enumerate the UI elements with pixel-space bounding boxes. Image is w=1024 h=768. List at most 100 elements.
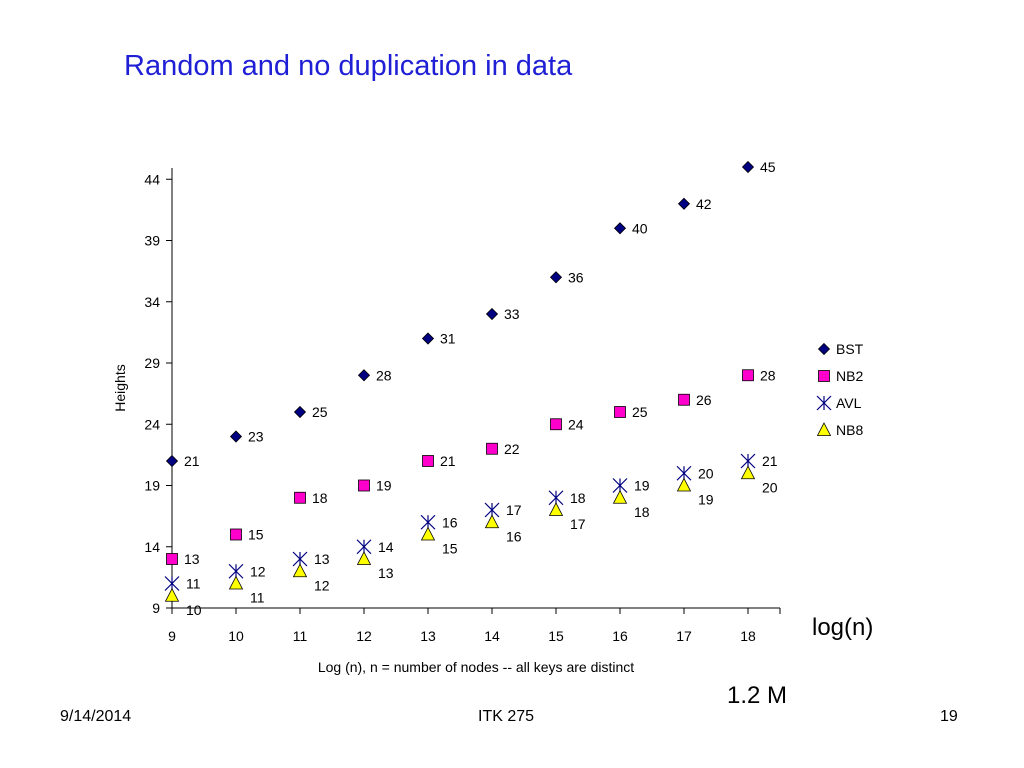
- nb2-data-label: 28: [760, 367, 776, 383]
- nb8-point: [228, 575, 244, 590]
- legend-marker-avl: [816, 395, 832, 411]
- y-tick-label: 14: [144, 539, 160, 555]
- legend-label-avl: AVL: [836, 395, 862, 411]
- nb2-data-label: 19: [376, 478, 392, 494]
- nb2-point: [550, 418, 562, 431]
- nb8-point: [612, 489, 628, 504]
- bst-data-label: 31: [440, 331, 456, 347]
- x-tick-label: 12: [356, 628, 372, 644]
- log-n-label: log(n): [812, 614, 874, 641]
- bst-point: [357, 369, 371, 382]
- x-tick-label: 17: [676, 628, 692, 644]
- nb8-point: [548, 502, 564, 516]
- avl-data-label: 17: [506, 502, 522, 518]
- x-tick-label: 18: [740, 628, 756, 644]
- bst-point: [421, 332, 435, 345]
- bst-point: [549, 271, 563, 284]
- nb8-data-label: 10: [186, 602, 202, 618]
- bst-data-label: 21: [184, 453, 200, 469]
- bst-point: [677, 197, 691, 210]
- bst-data-label: 42: [696, 196, 712, 212]
- bst-data-label: 40: [632, 220, 648, 236]
- bst-point: [741, 160, 755, 174]
- nb2-point: [614, 406, 626, 418]
- legend-label-bst: BST: [836, 341, 864, 357]
- footer-course: ITK 275: [478, 708, 535, 725]
- nb2-data-label: 26: [696, 392, 712, 408]
- bst-data-label: 28: [376, 367, 392, 383]
- bst-data-label: 45: [760, 159, 776, 175]
- nb8-data-label: 20: [762, 479, 778, 495]
- y-tick-label: 24: [144, 416, 160, 432]
- nb2-point: [742, 369, 754, 382]
- y-tick-label: 44: [144, 171, 160, 187]
- nb2-data-label: 24: [568, 416, 584, 432]
- y-tick-label: 29: [144, 355, 160, 371]
- nb2-data-label: 18: [312, 490, 328, 506]
- y-tick-label: 34: [144, 294, 160, 310]
- legend-marker-nb8: [816, 422, 832, 436]
- x-axis-title: Log (n), n = number of nodes -- all keys…: [318, 659, 634, 675]
- legend-label-nb8: NB8: [836, 422, 863, 438]
- avl-data-label: 19: [634, 478, 650, 494]
- bst-data-label: 25: [312, 404, 328, 420]
- nb8-point: [292, 563, 308, 578]
- avl-data-label: 18: [570, 490, 586, 506]
- legend-marker-nb2: [818, 370, 830, 382]
- nb8-data-label: 12: [314, 577, 330, 593]
- x-tick-label: 16: [612, 628, 628, 644]
- y-axis-title: Heights: [112, 364, 128, 411]
- nb2-point: [678, 393, 690, 406]
- nb8-point: [740, 465, 756, 480]
- nb8-data-label: 13: [378, 565, 394, 581]
- y-tick-label: 39: [144, 233, 160, 249]
- nb8-point: [164, 587, 180, 602]
- nb2-data-label: 25: [632, 404, 648, 420]
- bst-point: [613, 222, 627, 235]
- y-tick-label: 19: [144, 478, 160, 494]
- nb8-point: [420, 526, 436, 541]
- nb2-data-label: 15: [248, 527, 264, 543]
- nb2-point: [294, 491, 306, 504]
- footer-date: 9/14/2014: [60, 708, 132, 725]
- nb8-data-label: 15: [442, 541, 458, 557]
- nb2-point: [230, 528, 242, 541]
- bst-point: [229, 430, 243, 443]
- avl-data-label: 13: [314, 551, 330, 567]
- nb2-data-label: 21: [440, 453, 456, 469]
- bst-data-label: 23: [248, 429, 264, 445]
- bst-data-label: 33: [504, 306, 520, 322]
- nb2-point: [422, 455, 434, 467]
- x-tick-label: 10: [228, 628, 244, 644]
- nb8-data-label: 18: [634, 504, 650, 520]
- avl-data-label: 20: [698, 465, 714, 481]
- bst-point: [293, 405, 307, 419]
- x-tick-label: 14: [484, 628, 500, 644]
- avl-data-label: 21: [762, 453, 778, 469]
- nb2-point: [486, 442, 498, 455]
- avl-data-label: 11: [186, 576, 201, 592]
- legend-marker-bst: [817, 342, 831, 356]
- avl-data-label: 14: [378, 539, 394, 555]
- nb8-point: [676, 477, 692, 492]
- nb8-point: [484, 514, 500, 529]
- nb2-data-label: 13: [184, 551, 200, 567]
- nb8-data-label: 16: [506, 528, 522, 544]
- nb8-data-label: 19: [698, 492, 714, 508]
- avl-data-label: 12: [250, 563, 266, 579]
- node-count-note: 1.2 M: [727, 682, 788, 709]
- bst-data-label: 36: [568, 269, 584, 285]
- x-tick-label: 13: [420, 628, 436, 644]
- y-tick-label: 9: [152, 600, 160, 616]
- avl-data-label: 16: [442, 514, 458, 530]
- nb2-point: [358, 479, 370, 492]
- nb8-point: [356, 551, 372, 565]
- bst-point: [485, 307, 499, 321]
- nb8-data-label: 11: [250, 590, 265, 606]
- bst-point: [165, 454, 179, 468]
- nb2-point: [166, 553, 178, 565]
- nb2-data-label: 22: [504, 441, 520, 457]
- x-tick-label: 9: [168, 628, 176, 644]
- legend-label-nb2: NB2: [836, 368, 863, 384]
